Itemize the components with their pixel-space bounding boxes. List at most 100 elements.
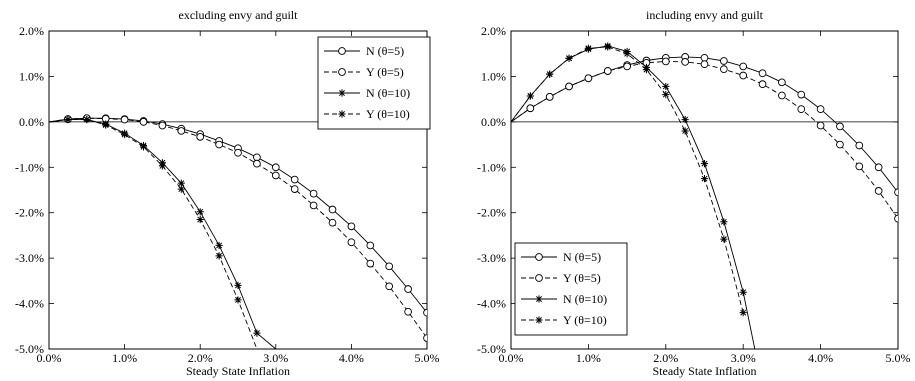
y-tick-label: 2.0% <box>481 24 506 38</box>
legend-label: N (θ=5) <box>366 44 404 58</box>
y-tick-label: -2.0% <box>477 206 506 220</box>
data-point <box>700 53 709 62</box>
x-tick-label: 3.0% <box>731 351 756 365</box>
chart-panel-2: including envy and guilt 0.0% 1.0% 2.0% 3.0%… <box>477 8 911 378</box>
data-point <box>797 105 806 113</box>
data-point <box>623 50 631 58</box>
data-point <box>215 140 223 149</box>
legend-swatch-marker <box>338 68 346 76</box>
data-point <box>642 66 651 74</box>
data-point <box>584 74 593 83</box>
data-point <box>253 153 261 162</box>
data-point <box>347 222 356 231</box>
data-point <box>662 82 670 91</box>
y-tick-label: -2.0% <box>15 206 44 220</box>
data-point <box>623 62 631 71</box>
y-tick-label: 0.0% <box>19 115 44 129</box>
data-point <box>404 285 412 293</box>
data-point <box>778 91 786 100</box>
legend-swatch-marker <box>535 253 543 261</box>
legend-label: N (θ=10) <box>563 292 607 306</box>
x-tick-label: 0.0% <box>37 351 62 365</box>
y-tick-label: 2.0% <box>19 24 44 38</box>
data-point <box>290 175 299 184</box>
data-point <box>177 179 185 187</box>
data-point <box>565 54 573 62</box>
legend-label: Y (θ=5) <box>563 271 601 285</box>
data-point <box>603 67 612 75</box>
data-point <box>196 215 204 224</box>
y-tick-label: -1.0% <box>15 160 44 174</box>
y-tick-label: -5.0% <box>15 342 44 356</box>
data-point <box>894 188 898 197</box>
data-point <box>874 163 883 172</box>
data-point <box>366 259 375 268</box>
data-point <box>196 132 205 141</box>
data-point <box>526 92 534 100</box>
y-tick-label: 1.0% <box>481 69 506 83</box>
data-point <box>816 121 825 130</box>
data-point <box>739 71 748 80</box>
y-tick-label: -5.0% <box>477 342 506 356</box>
data-point <box>234 281 242 289</box>
data-point <box>526 104 535 113</box>
legend: N (θ=5) Y (θ=5) N (θ=10) Y (θ=10) <box>317 36 431 130</box>
data-point <box>719 65 728 74</box>
plot-area <box>511 42 898 349</box>
data-point <box>177 185 185 193</box>
data-point <box>720 235 728 243</box>
data-point <box>816 105 825 113</box>
data-point <box>700 60 709 69</box>
x-axis-label: Steady State Inflation <box>653 364 757 378</box>
data-point <box>83 115 91 124</box>
data-point <box>836 122 844 131</box>
data-point <box>328 218 337 227</box>
x-tick-label: 2.0% <box>653 351 678 365</box>
data-point <box>271 171 280 180</box>
legend-label: N (θ=10) <box>366 86 410 100</box>
data-point <box>366 241 375 250</box>
data-point <box>423 308 427 317</box>
data-point <box>681 58 690 66</box>
y-tick-label: -1.0% <box>477 160 506 174</box>
data-point <box>234 296 242 304</box>
x-tick-label: 0.0% <box>499 351 524 365</box>
data-point <box>836 140 844 149</box>
data-point <box>662 91 670 99</box>
plot-frame <box>48 30 428 350</box>
y-tick-label: -4.0% <box>477 297 506 311</box>
y-tick-label: 0.0% <box>481 115 506 129</box>
series-line-2 <box>511 60 898 219</box>
x-tick-label: 4.0% <box>339 351 364 365</box>
data-point <box>797 90 806 99</box>
data-point <box>546 70 554 78</box>
data-point <box>700 175 709 183</box>
x-tick-label: 3.0% <box>263 351 288 365</box>
data-point <box>404 307 412 316</box>
legend-label: Y (θ=10) <box>366 107 410 121</box>
data-point <box>309 201 318 210</box>
data-point <box>196 208 204 216</box>
legend-swatch-marker <box>338 89 346 97</box>
data-point <box>309 189 318 198</box>
chart-title: including envy and guilt <box>646 8 764 22</box>
data-point <box>855 141 864 150</box>
data-point <box>215 252 223 260</box>
chart-title: excluding envy and guilt <box>179 8 299 22</box>
data-point <box>758 80 767 89</box>
legend-label: Y (θ=10) <box>563 313 607 327</box>
data-point <box>385 262 394 271</box>
x-tick-label: 4.0% <box>808 351 833 365</box>
data-point <box>158 121 167 130</box>
data-point <box>778 78 786 87</box>
data-point <box>64 115 72 124</box>
legend-swatch-marker <box>535 316 543 324</box>
plot-area <box>49 114 427 349</box>
legend-swatch-marker <box>338 110 346 118</box>
data-point <box>177 127 186 135</box>
y-tick-label: -4.0% <box>15 297 44 311</box>
data-point <box>739 62 748 71</box>
data-point <box>874 187 883 195</box>
y-tick-label: -3.0% <box>477 251 506 265</box>
